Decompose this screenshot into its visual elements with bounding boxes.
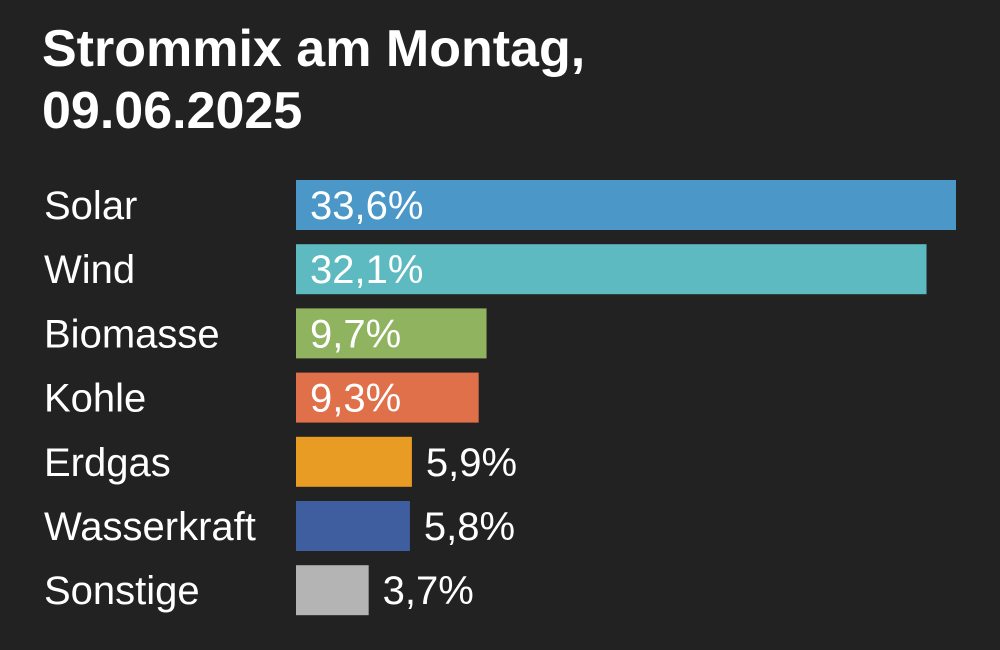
value-label-biomasse: 9,7% bbox=[310, 312, 401, 356]
category-label-sonstige: Sonstige bbox=[44, 569, 200, 613]
chart-title-line-2: 09.06.2025 bbox=[42, 82, 303, 140]
value-label-erdgas: 5,9% bbox=[426, 441, 517, 485]
bar-erdgas bbox=[296, 436, 412, 487]
category-label-wasserkraft: Wasserkraft bbox=[44, 505, 256, 549]
value-label-sonstige: 3,7% bbox=[383, 569, 474, 613]
category-label-wind: Wind bbox=[44, 248, 135, 292]
bar-biomasse bbox=[296, 308, 487, 359]
value-label-kohle: 9,3% bbox=[310, 377, 401, 421]
bar-sonstige bbox=[296, 565, 369, 616]
bars-group: Solar 33,6% Wind 32,1% Biomasse 9,7% Kohle 9,3%… bbox=[44, 180, 956, 616]
bar-wasserkraft bbox=[296, 501, 410, 551]
category-label-kohle: Kohle bbox=[44, 377, 146, 421]
bar-wind bbox=[296, 244, 927, 295]
category-label-biomasse: Biomasse bbox=[44, 312, 220, 356]
bar-solar bbox=[296, 180, 956, 230]
category-label-solar: Solar bbox=[44, 184, 137, 228]
chart-title-line-1: Strommix am Montag, bbox=[42, 20, 586, 78]
value-label-wind: 32,1% bbox=[310, 248, 423, 292]
value-label-solar: 33,6% bbox=[310, 184, 423, 228]
category-label-erdgas: Erdgas bbox=[44, 441, 171, 485]
bar-kohle bbox=[296, 372, 479, 423]
value-label-wasserkraft: 5,8% bbox=[424, 505, 515, 549]
chart-title: Strommix am Montag, 09.06.2025 bbox=[42, 18, 942, 142]
